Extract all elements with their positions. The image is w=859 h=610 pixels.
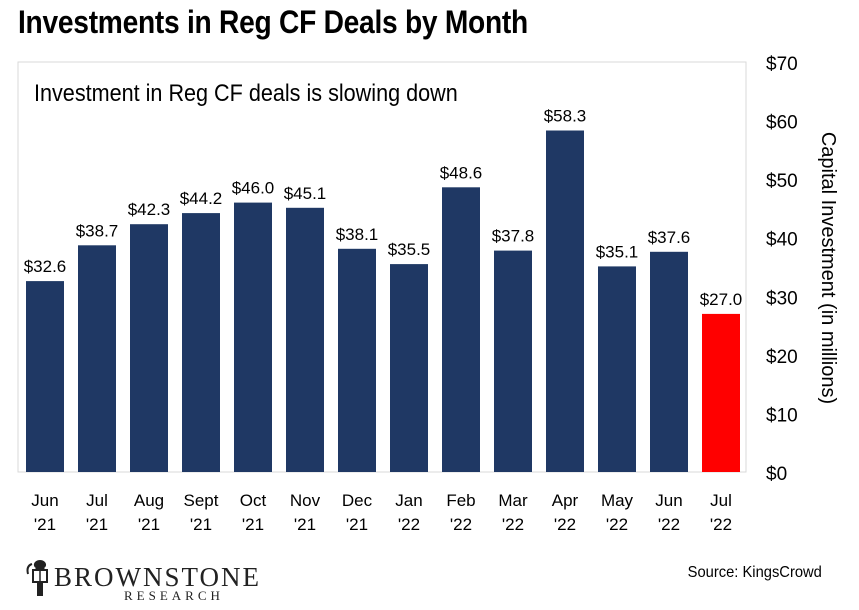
bar [546, 130, 584, 472]
bar [338, 248, 376, 472]
x-tick-label-month: Mar [498, 491, 528, 510]
x-tick-label-year: '22 [606, 515, 628, 534]
x-tick-label-month: Aug [134, 491, 164, 510]
bar-value-label: $37.6 [648, 228, 691, 247]
x-tick-label-year: '21 [86, 515, 108, 534]
y-tick-label: $70 [766, 54, 798, 75]
bar-value-label: $45.1 [284, 184, 327, 203]
bar [78, 245, 116, 472]
bar [26, 281, 64, 472]
x-tick-label-month: Jan [395, 491, 422, 510]
x-tick-label-year: '22 [450, 515, 472, 534]
x-tick-label-month: Dec [342, 491, 373, 510]
bar-value-label: $48.6 [440, 163, 483, 182]
bar-value-label: $46.0 [232, 179, 275, 198]
x-tick-label-month: Jun [655, 491, 682, 510]
y-tick-label: $30 [766, 288, 798, 309]
x-tick-label-month: Feb [446, 491, 475, 510]
y-axis-ticks: $0 $10 $20 $30 $40 $50 $60 $70 [766, 54, 798, 485]
x-tick-label-year: '22 [398, 515, 420, 534]
x-tick-label-year: '22 [502, 515, 524, 534]
x-tick-label-month: Nov [290, 491, 321, 510]
logo-subtitle: RESEARCH [124, 588, 224, 603]
bar-value-label: $37.8 [492, 227, 535, 246]
x-tick-label-year: '22 [554, 515, 576, 534]
x-tick-label-month: Jun [31, 491, 58, 510]
x-tick-label-year: '21 [242, 515, 264, 534]
y-axis-title: Capital Investment (in millions) [817, 132, 839, 404]
page-title: Investments in Reg CF Deals by Month [18, 4, 528, 40]
bar [494, 250, 532, 472]
bar [182, 213, 220, 472]
bar [390, 264, 428, 472]
x-tick-label-year: '21 [34, 515, 56, 534]
y-tick-label: $50 [766, 171, 798, 192]
x-tick-label-month: May [601, 491, 634, 510]
x-tick-label-year: '21 [190, 515, 212, 534]
y-tick-label: $60 [766, 113, 798, 134]
bar-value-label: $27.0 [700, 290, 743, 309]
x-tick-label-year: '21 [346, 515, 368, 534]
x-tick-label-month: Apr [552, 491, 579, 510]
lamp-icon [26, 560, 48, 596]
plot-area-frame [17, 61, 747, 473]
bar [130, 224, 168, 472]
bar-chart: Investment in Reg CF deals is slowing do… [17, 54, 839, 535]
y-tick-label: $40 [766, 230, 798, 251]
chart-subtitle: Investment in Reg CF deals is slowing do… [34, 79, 458, 106]
bar-value-label: $38.7 [76, 221, 119, 240]
bars-group: $32.6 Jun '21 $38.7 Jul '21 $42.3 Aug '21 $44.2 Se… [24, 107, 743, 535]
bar-value-label: $38.1 [336, 225, 379, 244]
x-tick-label-year: '21 [294, 515, 316, 534]
bar [650, 251, 688, 472]
bar-value-label: $35.5 [388, 240, 431, 259]
x-tick-label-month: Sept [184, 491, 219, 510]
logo-name: BROWNSTONE [54, 562, 262, 592]
x-tick-label-month: Oct [240, 491, 267, 510]
bar [702, 313, 740, 472]
y-tick-label: $20 [766, 347, 798, 368]
y-tick-label: $0 [766, 464, 787, 485]
bar-value-label: $58.3 [544, 107, 587, 126]
bar [234, 202, 272, 472]
x-tick-label-month: Jul [86, 491, 108, 510]
bar [286, 207, 324, 473]
bar [442, 187, 480, 473]
bar-value-label: $44.2 [180, 189, 223, 208]
x-tick-label-year: '22 [658, 515, 680, 534]
source-note: Source: KingsCrowd [687, 564, 822, 581]
bar [598, 266, 636, 472]
x-tick-label-year: '21 [138, 515, 160, 534]
y-tick-label: $10 [766, 405, 798, 426]
x-tick-label-month: Jul [710, 491, 732, 510]
bar-value-label: $42.3 [128, 200, 171, 219]
bar-value-label: $32.6 [24, 257, 67, 276]
x-tick-label-year: '22 [710, 515, 732, 534]
bar-value-label: $35.1 [596, 242, 639, 261]
